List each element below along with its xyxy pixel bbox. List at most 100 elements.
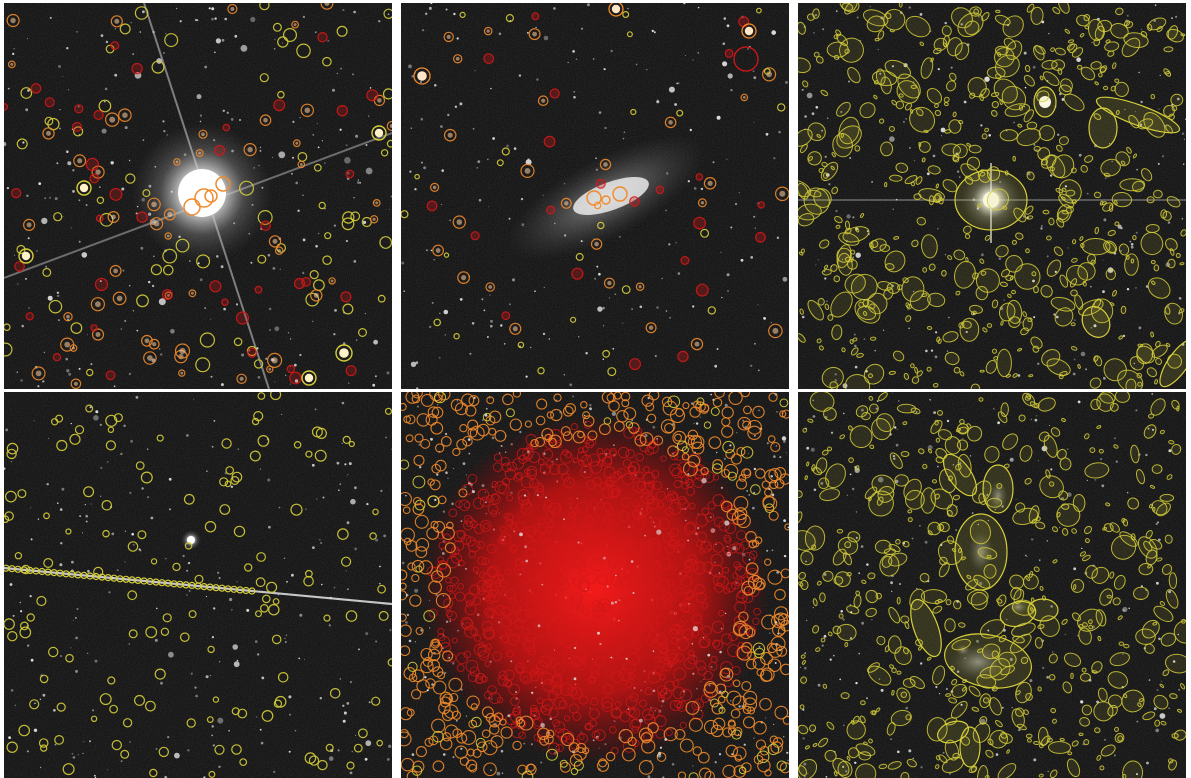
aperture-marker (565, 614, 574, 624)
star (937, 68, 940, 71)
aperture-marker (65, 528, 72, 535)
star (971, 512, 974, 514)
aperture-marker (577, 548, 590, 561)
star (462, 462, 466, 465)
star (813, 32, 815, 34)
star (401, 261, 405, 265)
star (714, 364, 718, 368)
star (585, 352, 588, 355)
aperture-marker (674, 433, 682, 442)
star (105, 40, 109, 44)
aperture-marker (617, 597, 626, 606)
kron-ellipse (1171, 733, 1179, 739)
aperture-marker (292, 139, 301, 148)
star (815, 106, 819, 109)
aperture-marker (616, 649, 627, 660)
kron-ellipse (1132, 235, 1137, 241)
star (45, 265, 48, 268)
aperture-marker (570, 423, 578, 431)
star (946, 419, 950, 423)
star (735, 203, 737, 205)
star (1067, 492, 1072, 497)
star (740, 258, 744, 262)
star (766, 549, 769, 552)
kron-ellipse (1180, 33, 1186, 37)
star (834, 379, 837, 382)
star (443, 753, 446, 756)
aperture-marker (502, 393, 514, 406)
aperture-marker (405, 414, 416, 425)
kron-ellipse (951, 678, 958, 686)
star (492, 137, 495, 140)
kron-ellipse (1145, 223, 1160, 234)
aperture-marker (20, 621, 29, 631)
aperture-marker (623, 539, 631, 546)
source-core (201, 132, 205, 136)
kron-ellipse (905, 15, 931, 38)
kron-ellipse (985, 359, 998, 374)
aperture-marker (610, 546, 620, 556)
aperture-marker (767, 743, 780, 756)
aperture-marker (589, 461, 603, 474)
kron-ellipse (998, 302, 1016, 322)
star (1072, 372, 1076, 376)
kron-ellipse (819, 239, 830, 249)
aperture-marker (635, 453, 644, 462)
kron-ellipse (1023, 709, 1029, 716)
aperture-marker (546, 620, 560, 634)
aperture-marker (467, 539, 481, 553)
star (1104, 739, 1106, 741)
aperture-marker (505, 513, 514, 522)
aperture-marker (685, 521, 697, 533)
star (214, 51, 216, 54)
star (465, 568, 467, 570)
kron-ellipse (860, 700, 866, 706)
star (950, 66, 953, 69)
aperture-marker (429, 641, 443, 655)
aperture-marker (459, 424, 468, 433)
aperture-marker (517, 489, 530, 502)
aperture-marker (723, 534, 731, 542)
star (75, 669, 78, 673)
star (221, 38, 225, 42)
star (707, 653, 711, 657)
source-core (46, 130, 51, 136)
star (1158, 637, 1161, 641)
aperture-marker (62, 763, 75, 776)
kron-ellipse (932, 382, 939, 388)
aperture-marker (286, 364, 296, 374)
kron-ellipse (917, 646, 923, 651)
aperture-marker (446, 584, 454, 592)
aperture-marker (380, 149, 389, 157)
star (1066, 448, 1069, 450)
star (85, 204, 88, 206)
aperture-marker (712, 459, 724, 471)
star (743, 743, 746, 746)
aperture-marker (401, 582, 407, 591)
aperture-marker (784, 523, 789, 531)
star (141, 487, 144, 490)
star (433, 259, 435, 261)
kron-ellipse (995, 9, 1001, 14)
aperture-marker (550, 408, 563, 422)
aperture-marker (727, 644, 740, 657)
star (186, 434, 189, 437)
star (211, 445, 214, 448)
kron-ellipse (849, 339, 854, 345)
aperture-marker (725, 582, 736, 593)
bright-source (79, 183, 89, 193)
aperture-marker (441, 526, 455, 540)
kron-ellipse (947, 255, 953, 260)
kron-ellipse (994, 14, 1011, 26)
star (815, 264, 817, 266)
kron-ellipse (1131, 180, 1145, 193)
bright-source (339, 348, 349, 358)
aperture-marker (56, 702, 66, 712)
aperture-marker (382, 88, 392, 100)
aperture-marker (529, 529, 541, 542)
star (1122, 334, 1126, 338)
source-core (95, 169, 101, 175)
aperture-marker (674, 728, 686, 740)
star (199, 278, 203, 282)
star (1181, 217, 1184, 220)
